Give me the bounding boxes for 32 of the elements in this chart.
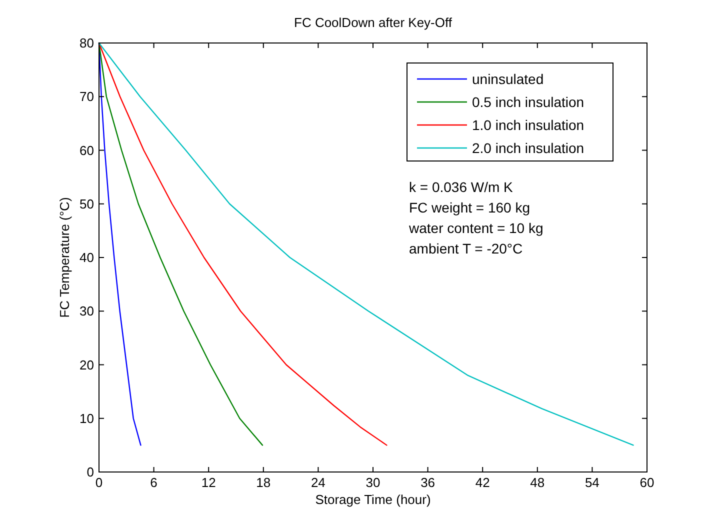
y-tick-label: 0 xyxy=(86,464,94,480)
annotation: k = 0.036 W/m K xyxy=(409,179,514,195)
annotation: FC weight = 160 kg xyxy=(409,200,530,216)
legend-label: 0.5 inch insulation xyxy=(472,94,584,110)
line-series xyxy=(98,42,634,446)
x-tick-label: 30 xyxy=(366,475,380,490)
x-tick-label: 60 xyxy=(640,475,654,490)
y-tick-label: 50 xyxy=(80,196,94,212)
x-tick-label: 48 xyxy=(530,475,545,490)
legend-label: uninsulated xyxy=(472,71,544,87)
line-series xyxy=(98,42,388,446)
y-axis-title: FC Temperature (°C) xyxy=(57,197,72,318)
x-tick-label: 24 xyxy=(310,475,326,490)
x-tick-label: 6 xyxy=(150,475,158,490)
x-tick-label: 36 xyxy=(420,475,436,490)
annotation: ambient T = -20°C xyxy=(409,240,523,256)
y-tick-label: 30 xyxy=(80,304,94,319)
legend-label: 2.0 inch insulation xyxy=(472,140,584,156)
x-tick-label: 18 xyxy=(256,475,271,490)
x-tick-label: 54 xyxy=(584,475,600,490)
chart-title: FC CoolDown after Key-Off xyxy=(294,15,452,30)
y-tick-label: 60 xyxy=(80,142,94,158)
y-tick-label: 20 xyxy=(80,357,94,372)
y-tick-label: 80 xyxy=(80,36,94,50)
y-tick-label: 70 xyxy=(80,89,94,104)
legend-label: 1.0 inch insulation xyxy=(472,117,584,133)
x-tick-label: 42 xyxy=(475,475,490,490)
y-tick-label: 40 xyxy=(80,250,94,265)
x-tick-label: 12 xyxy=(201,475,216,490)
annotation: water content = 10 kg xyxy=(408,220,544,236)
y-tick-label: 10 xyxy=(80,410,94,426)
x-axis-title: Storage Time (hour) xyxy=(315,492,431,507)
